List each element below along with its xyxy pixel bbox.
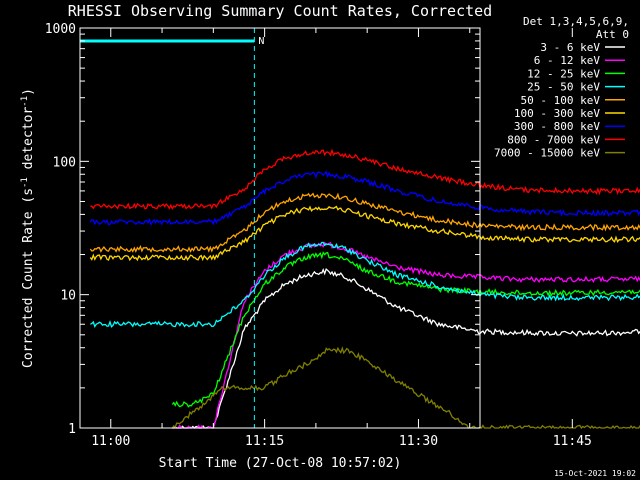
series-line-6: [89, 170, 640, 227]
series-line-2: [171, 251, 640, 408]
series-8: [171, 346, 640, 430]
legend-header-line-1: Det 1,3,4,5,6,9,: [523, 15, 629, 28]
y-axis-label: Corrected Count Rate (s-1 detector-1): [20, 88, 36, 368]
chart-title: RHESSI Observing Summary Count Rates, Co…: [68, 2, 492, 20]
legend-label-3: 25 - 50 keV: [527, 81, 600, 94]
series-line-8: [171, 346, 640, 430]
series-2: [171, 251, 640, 408]
y-tick-label-0: 1: [68, 422, 76, 437]
x-tick-label-3: 11:45: [553, 434, 592, 449]
legend-label-1: 6 - 12 keV: [534, 54, 601, 67]
y-tick-label-3: 1000: [45, 22, 76, 37]
series-6: [89, 170, 640, 227]
night-marker-label: N: [258, 36, 264, 47]
footer-date: 15-Oct-2021 19:02: [554, 469, 636, 478]
series-line-0: [172, 267, 640, 429]
y-label-part-2: detector: [21, 107, 36, 178]
legend-label-0: 3 - 6 keV: [540, 41, 600, 54]
legend-header-line-2: Att 0: [596, 28, 629, 41]
series-line-7: [90, 148, 640, 211]
legend-label-6: 300 - 800 keV: [514, 120, 600, 133]
y-label-part-3: ): [21, 88, 36, 96]
y-label-sup-2: -1: [20, 96, 30, 107]
plot-data: [89, 148, 640, 430]
series-3: [90, 241, 640, 328]
series-line-5: [89, 205, 640, 262]
x-tick-label-2: 11:30: [399, 434, 438, 449]
series-7: [90, 148, 640, 211]
legend-label-8: 7000 - 15000 keV: [494, 147, 600, 160]
series-0: [172, 267, 640, 429]
legend-label-5: 100 - 300 keV: [514, 107, 600, 120]
x-tick-label-0: 11:00: [91, 434, 130, 449]
legend-label-2: 12 - 25 keV: [527, 67, 600, 80]
axes: 110100100011:0011:1511:3011:4512:0012:15…: [45, 22, 592, 449]
y-label-part-1: Corrected Count Rate (s: [21, 188, 36, 368]
series-5: [89, 205, 640, 262]
legend-label-7: 800 - 7000 keV: [507, 133, 600, 146]
y-tick-label-1: 10: [60, 289, 76, 304]
x-axis-label: Start Time (27-Oct-08 10:57:02): [159, 456, 402, 471]
legend-label-4: 50 - 100 keV: [521, 94, 601, 107]
series-4: [89, 192, 640, 253]
plot-frame: [79, 27, 481, 429]
y-label-sup-1: -1: [20, 177, 30, 188]
y-tick-label-2: 100: [53, 155, 76, 170]
annotations: N: [80, 28, 264, 428]
x-tick-label-1: 11:15: [245, 434, 284, 449]
series-line-4: [89, 192, 640, 253]
series-line-3: [90, 241, 640, 328]
